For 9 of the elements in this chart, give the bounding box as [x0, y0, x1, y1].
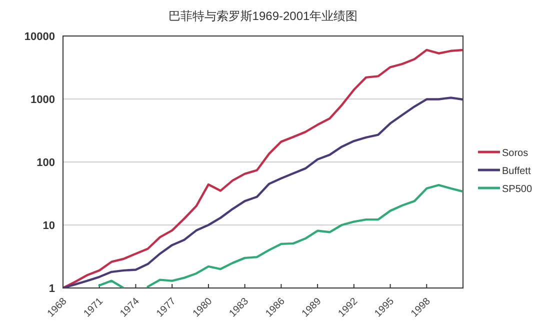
legend-label: Buffett — [502, 166, 531, 177]
legend-label: SP500 — [502, 184, 532, 195]
y-tick-label: 10000 — [24, 31, 55, 43]
chart-title: 巴菲特与索罗斯1969-2001年业绩图 — [168, 9, 358, 23]
y-tick-label: 100 — [36, 157, 55, 169]
y-tick-label: 1 — [48, 283, 55, 295]
y-tick-label: 10 — [42, 220, 55, 232]
y-tick-label: 1000 — [30, 94, 55, 106]
legend-label: Soros — [502, 148, 528, 159]
